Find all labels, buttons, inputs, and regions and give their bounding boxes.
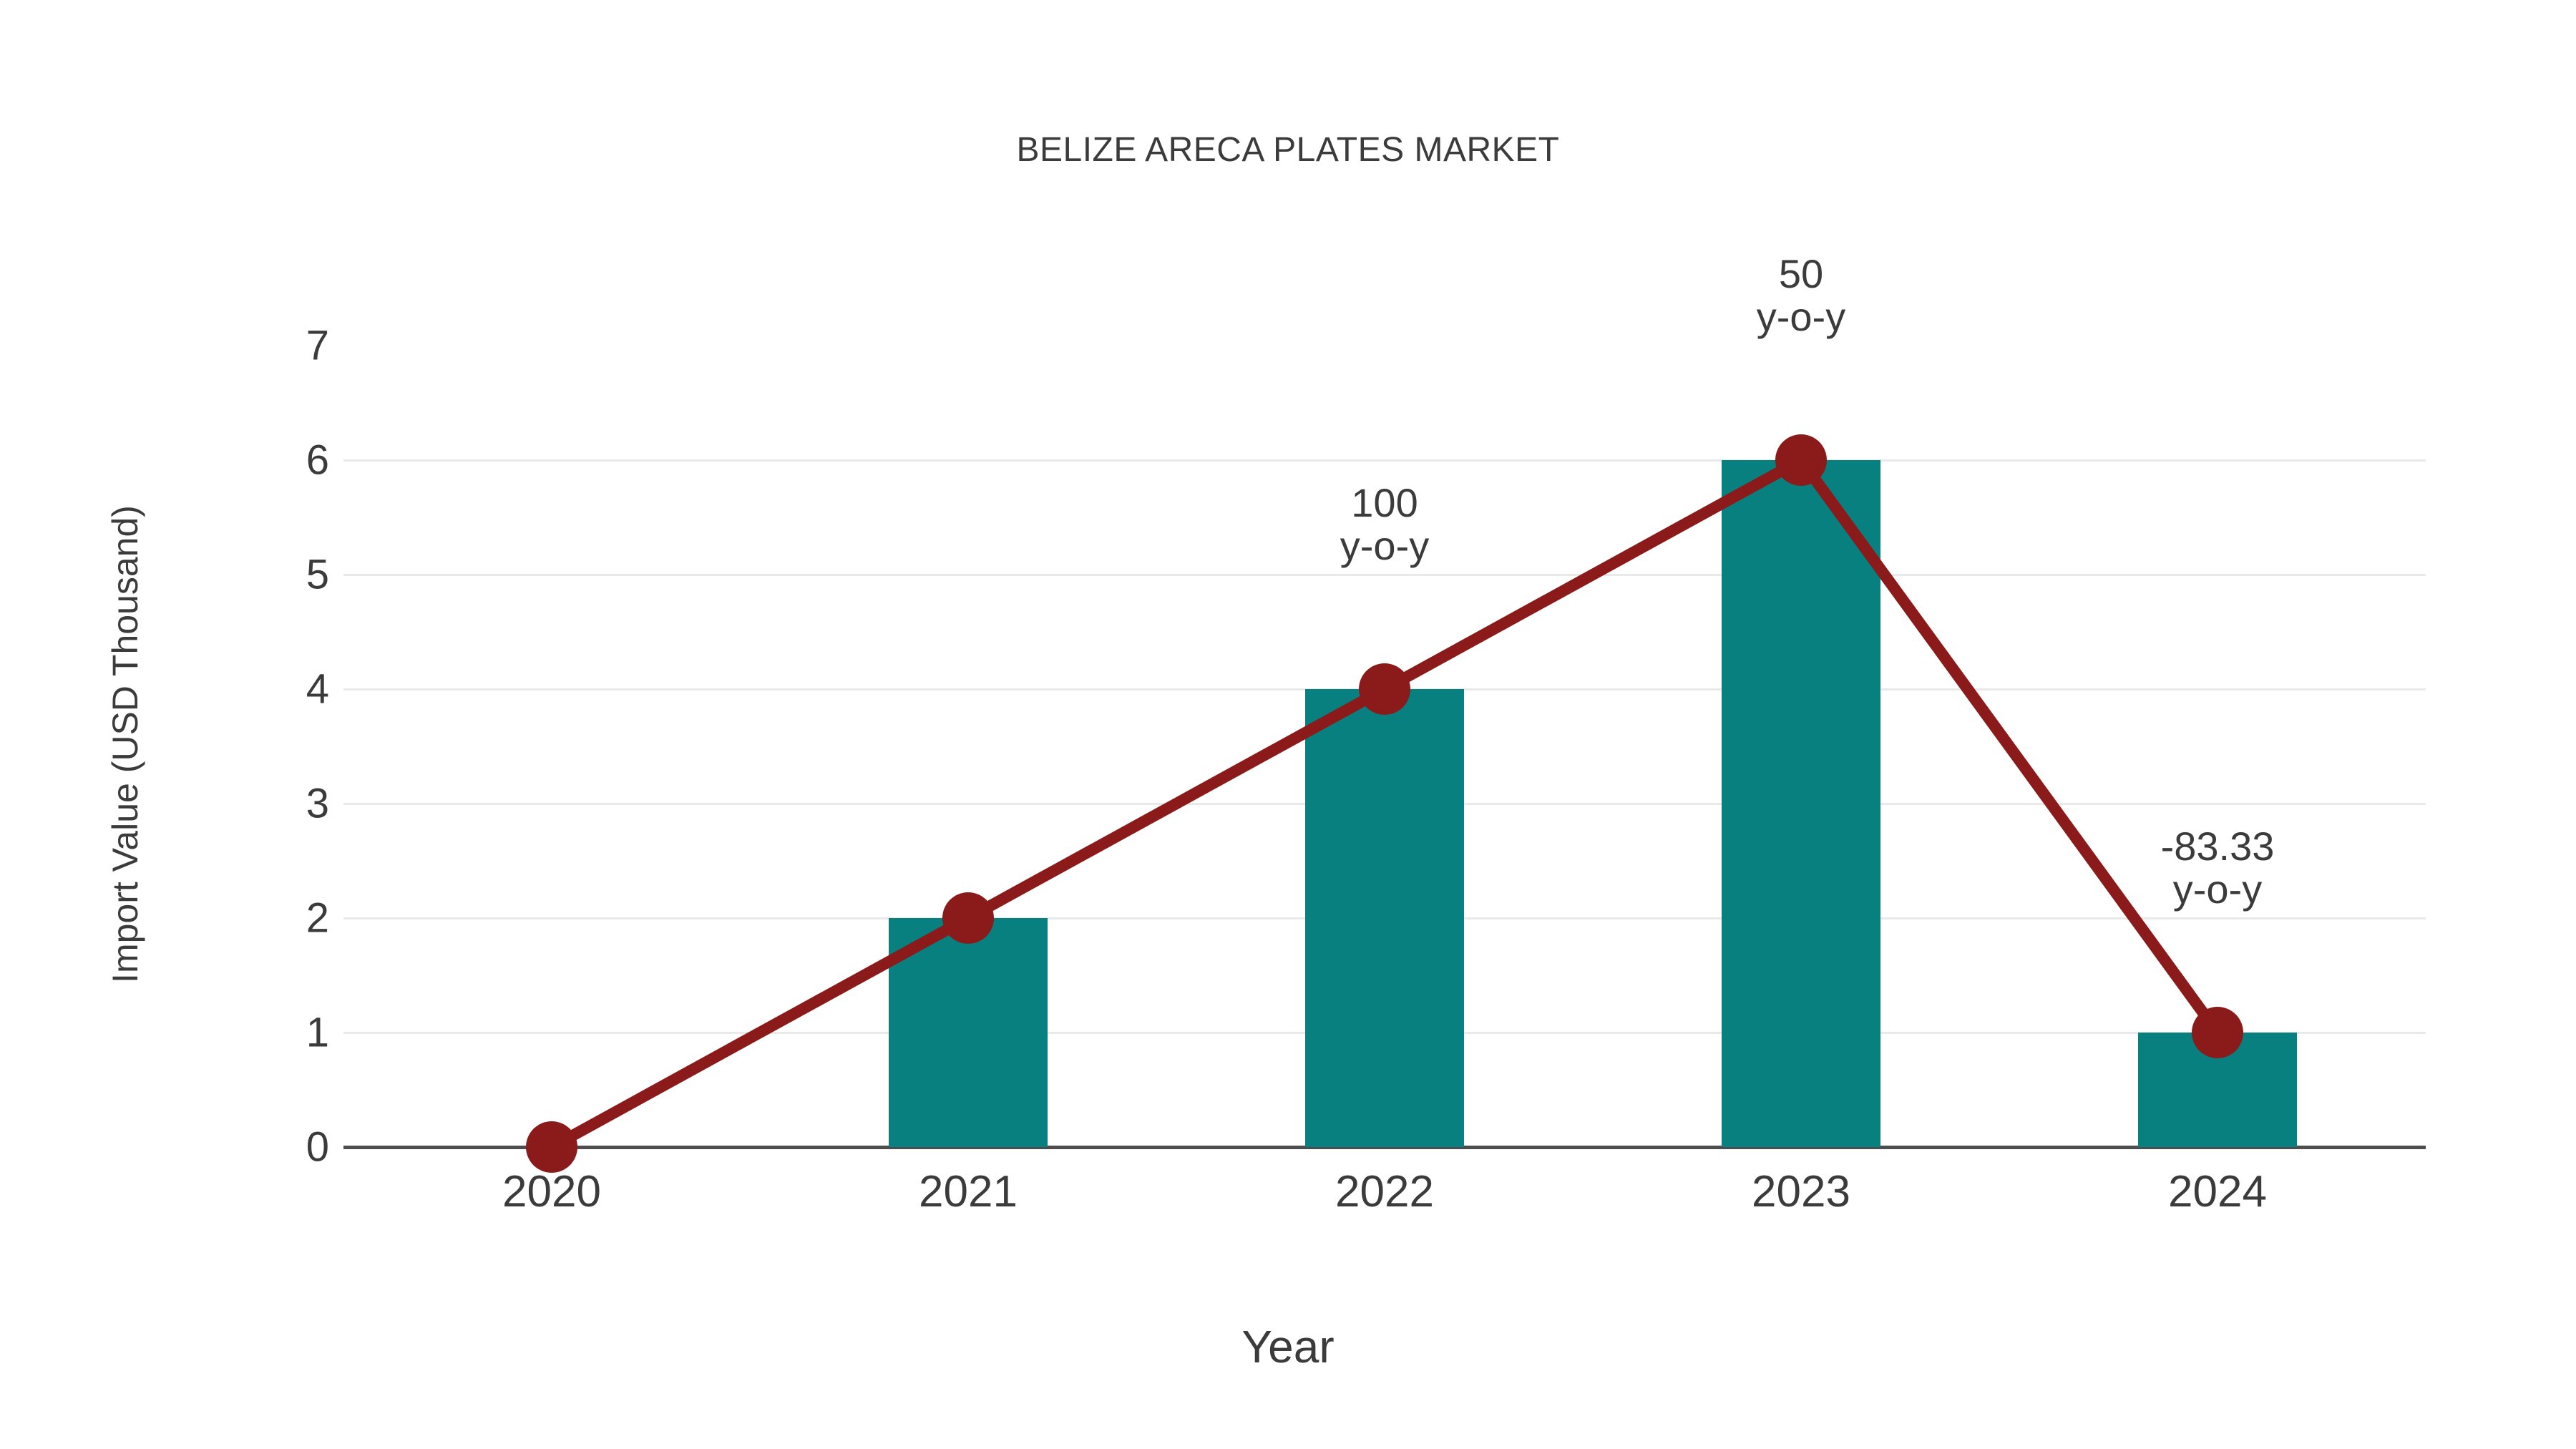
y-tick-label: 4	[306, 665, 329, 713]
bar	[1722, 460, 1880, 1147]
gridline	[343, 574, 2426, 576]
bar	[1305, 689, 1464, 1147]
growth-value: 100	[1351, 480, 1418, 525]
y-tick-label: 6	[306, 436, 329, 484]
growth-unit: y-o-y	[1756, 294, 1846, 340]
growth-value: 50	[1778, 251, 1824, 296]
bar	[2138, 1033, 2297, 1147]
growth-annotation: -83.33 y-o-y	[2017, 824, 2418, 912]
bar	[889, 918, 1048, 1147]
y-tick-label: 5	[306, 551, 329, 598]
growth-unit: y-o-y	[2172, 867, 2263, 912]
y-tick-label: 2	[306, 894, 329, 942]
growth-unit: y-o-y	[1340, 523, 1430, 569]
chart-title: BELIZE ARECA PLATES MARKET	[1016, 131, 1560, 169]
y-tick-label: 7	[306, 322, 329, 369]
x-tick-label: 2020	[502, 1167, 601, 1216]
x-tick-label: 2021	[919, 1167, 1018, 1216]
y-tick-label: 0	[306, 1123, 329, 1171]
x-tick-label: 2022	[1335, 1167, 1434, 1216]
y-tick-label: 1	[306, 1009, 329, 1056]
x-tick-label: 2023	[1752, 1167, 1850, 1216]
x-tick-label: 2024	[2168, 1167, 2267, 1216]
growth-annotation: 100 y-o-y	[1184, 480, 1585, 569]
y-tick-label: 3	[306, 780, 329, 827]
x-axis-title: Year	[1241, 1321, 1335, 1372]
growth-value: -83.33	[2160, 824, 2275, 869]
growth-annotation: 50 y-o-y	[1601, 251, 2001, 340]
gridline	[343, 459, 2426, 462]
